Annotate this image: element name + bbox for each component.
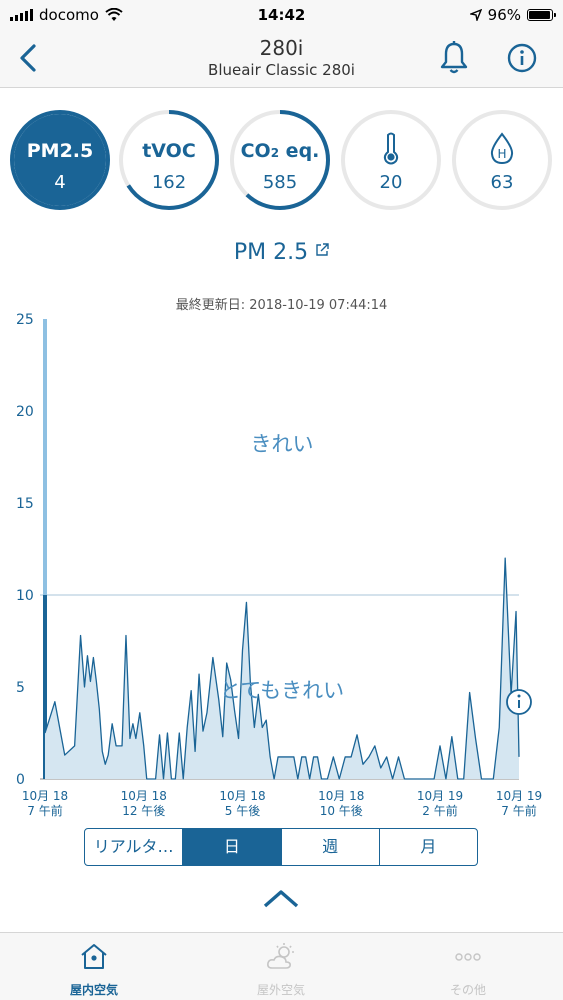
zone-label: きれい [251,432,314,456]
gauge-label: tVOC [142,140,196,162]
gauge-value: 162 [151,172,187,193]
info-dot-icon [517,694,521,698]
x-tick-label: 10月 18 [318,789,364,803]
period-segmented-control: リアルタ… 日 週 月 [84,828,478,866]
device-model: Blueair Classic 280i [208,61,355,79]
thermometer-icon [383,132,399,165]
x-tick-label: 10月 18 [219,789,265,803]
weather-icon [267,943,294,969]
y-tick-label: 25 [16,312,34,328]
tab-bar: 屋内空気 屋外空気 その他 [0,932,563,1000]
device-name: 280i [259,36,304,60]
current-marker-bar [43,319,47,779]
x-tick-sublabel: 2 午前 [422,803,457,818]
clock: 14:42 [257,6,306,24]
segment-realtime[interactable]: リアルタ… [93,837,174,856]
gauge-label: CO2 eq. [240,140,320,162]
segment-day[interactable]: 日 [182,829,281,865]
carrier-label: docomo [39,6,99,24]
x-tick-sublabel: 7 午前 [27,803,62,818]
x-tick-sublabel: 5 午後 [225,804,260,818]
more-icon [455,953,481,961]
series-area [45,558,519,779]
svg-text:H: H [497,147,506,161]
gauge-temperature[interactable]: 20 [339,108,443,212]
chart-heading-label: PM 2.5 [233,240,309,265]
info-icon[interactable] [506,42,538,74]
tab-outdoor-air[interactable]: 屋外空気 [221,941,341,998]
y-tick-label: 20 [16,404,34,420]
gauge-value: 20 [379,172,403,193]
current-marker-fill [43,595,47,779]
x-tick-label: 10月 18 [22,789,68,803]
chevron-up-icon[interactable] [261,886,301,910]
y-tick-label: 5 [16,680,25,696]
x-tick-label: 10月 19 [496,789,542,803]
segment-month[interactable]: 月 [378,829,477,865]
series-line [44,557,520,780]
nav-header: 280i Blueair Classic 280i [0,30,563,88]
x-tick-sublabel: 12 午後 [122,804,165,818]
house-icon [81,944,107,969]
x-tick-sublabel: 10 午後 [320,804,363,818]
y-tick-label: 10 [16,588,34,604]
external-link-icon[interactable] [315,243,329,257]
y-tick-label: 15 [16,496,34,512]
battery-percent: 96% [487,6,521,24]
gauge-value: 4 [54,172,66,193]
x-tick-sublabel: 7 午前 [501,803,536,818]
x-tick-label: 10月 19 [417,789,463,803]
gauge-humidity[interactable]: H 63 [450,108,554,212]
battery-icon [527,9,556,21]
tab-indoor-air[interactable]: 屋内空気 [34,941,154,998]
gauge-co2[interactable]: CO2 eq. 585 [228,108,332,212]
gauge-value: 585 [262,172,298,193]
gauge-pm25[interactable]: PM2.5 4 [8,108,112,212]
tab-more[interactable]: その他 [408,941,528,998]
signal-icon [10,9,33,21]
y-tick-label: 0 [16,772,25,788]
location-arrow-icon [469,9,482,21]
tab-label: 屋外空気 [256,983,305,997]
segment-week[interactable]: 週 [280,829,379,865]
status-bar: docomo 14:42 96% [0,0,563,30]
x-tick-label: 10月 18 [121,789,167,803]
last-updated: 最終更新日: 2018-10-19 07:44:14 [175,298,388,313]
sensor-gauges: PM2.5 4 tVOC 162 CO2 eq. 585 20 H 63 [0,108,563,214]
gauge-value: 63 [490,172,514,193]
back-chevron-icon[interactable] [14,42,44,74]
zone-label: とてもきれい [220,679,344,703]
gauge-tvoc[interactable]: tVOC 162 [117,108,221,212]
wifi-icon [105,8,123,21]
chart-heading[interactable]: PM 2.5 [0,240,563,265]
tab-label: 屋内空気 [69,983,118,997]
humidity-drop-icon: H [490,132,514,165]
tab-label: その他 [449,983,486,997]
bell-icon[interactable] [438,40,470,76]
gauge-label: PM2.5 [26,140,94,162]
